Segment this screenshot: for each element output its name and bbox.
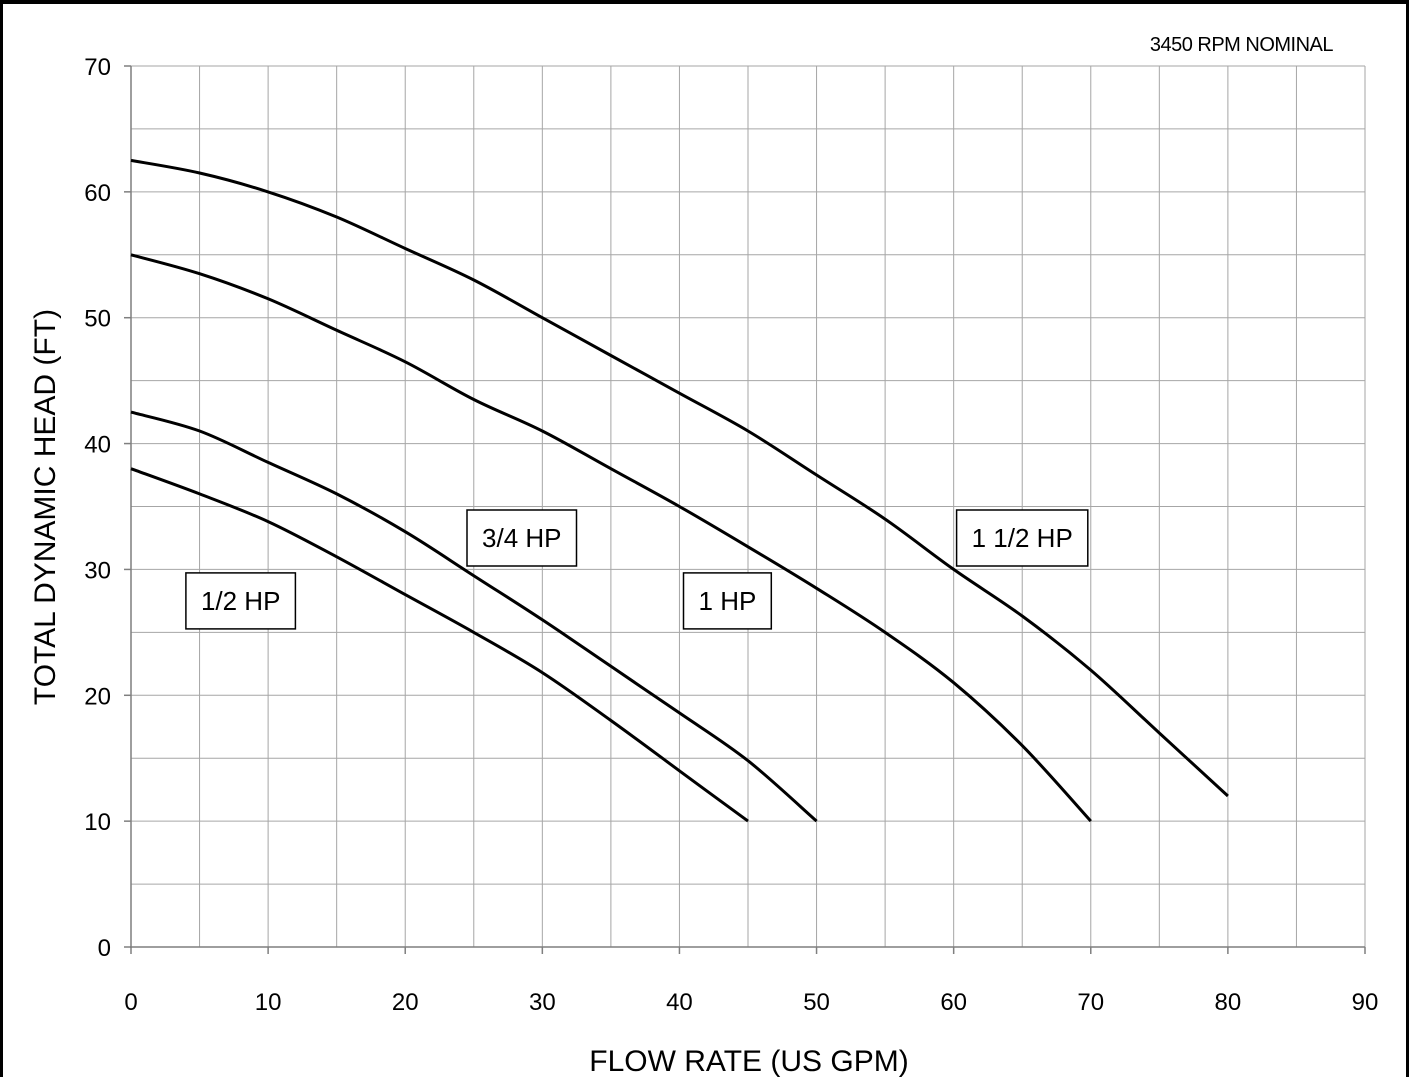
x-tick-label: 0 [124,989,137,1016]
series-label-1-1-2-hp: 1 1/2 HP [955,509,1089,567]
series-label-text: 3/4 HP [482,523,562,553]
x-tick-label: 50 [803,989,830,1016]
series-label-1-2-hp: 1/2 HP [185,572,297,630]
series-label-box [466,509,578,567]
y-tick-label: 60 [84,180,111,207]
y-tick-label: 10 [84,809,111,836]
series-layer [130,158,1229,823]
y-tick-label: 70 [84,54,111,81]
series-label-3-4-hp: 3/4 HP [466,509,578,567]
pump-curve-chart: 0 10 20 30 40 50 60 70 0 10 20 30 40 50 60 70 80 90 1/2 H… [29,34,1378,1078]
series-line-3-4-hp [130,410,818,823]
y-tick-label: 20 [84,683,111,710]
series-label-box [682,572,773,630]
series-label-box [955,509,1089,567]
series-label-text: 1/2 HP [201,586,281,616]
grid-layer [130,65,1366,948]
y-tick-label: 30 [84,557,111,584]
x-tick-label: 70 [1077,989,1104,1016]
y-tick-label: 40 [84,432,111,459]
series-line-1-1-2-hp [130,158,1229,798]
x-axis-title: FLOW RATE (US GPM) [589,1045,908,1078]
x-tick-label: 80 [1215,989,1242,1016]
y-tick-label: 0 [98,935,111,962]
series-label-box [185,572,297,630]
series-label-text: 1 1/2 HP [972,523,1073,553]
series-line-1-hp [130,253,1092,823]
y-axis-title: TOTAL DYNAMIC HEAD (FT) [29,309,62,705]
x-tick-label: 40 [666,989,693,1016]
x-tick-label: 30 [529,989,556,1016]
y-tick-label: 50 [84,306,111,333]
x-tick-label: 90 [1352,989,1379,1016]
axes-layer: 0 10 20 30 40 50 60 70 0 10 20 30 40 50 60 70 80 90 [84,54,1378,1016]
series-label-text: 1 HP [699,586,757,616]
rpm-note: 3450 RPM NOMINAL [1150,34,1334,56]
x-tick-label: 60 [940,989,967,1016]
x-tick-label: 10 [255,989,282,1016]
x-tick-label: 20 [392,989,419,1016]
labels-layer: 1/2 HP 3/4 HP 1 HP 1 1/2 HP [185,509,1089,630]
series-label-1-hp: 1 HP [682,572,773,630]
series-line-1-2-hp [130,467,749,823]
